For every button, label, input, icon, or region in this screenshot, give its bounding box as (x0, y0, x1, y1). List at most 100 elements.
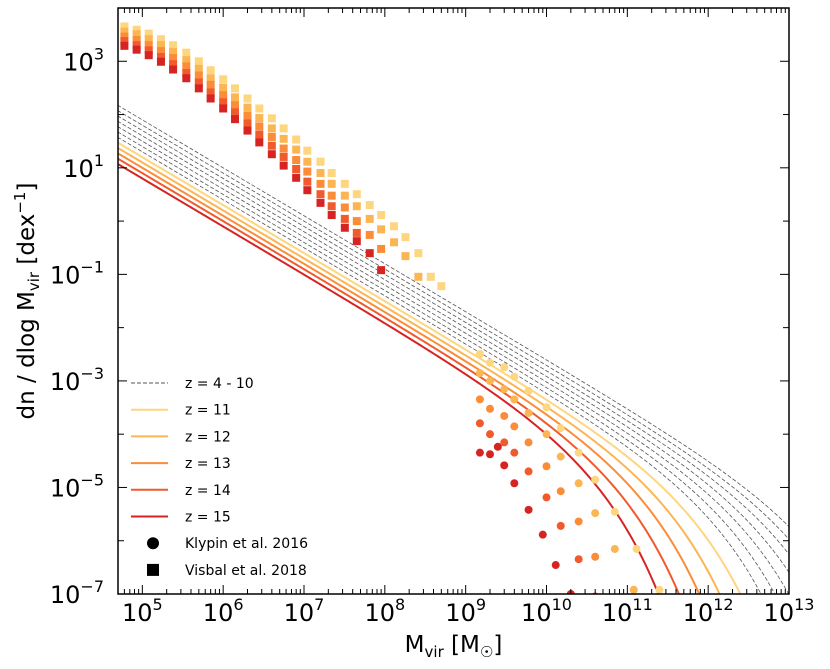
visbal-point-z=11 (292, 135, 301, 144)
klypin-point-z=13 (500, 411, 509, 420)
klypin-point-z=15 (475, 448, 484, 457)
x-tick-label: 1013 (764, 595, 815, 627)
klypin-point-z=13 (574, 517, 583, 526)
x-axis-title: Mvir [M☉] (405, 632, 503, 661)
visbal-point-z=14 (243, 119, 252, 128)
visbal-point-z=11 (194, 57, 203, 66)
model-line-z8 (118, 126, 789, 594)
visbal-point-z=15 (377, 266, 386, 275)
x-tick-label: 1012 (683, 595, 734, 627)
visbal-point-z=14 (194, 78, 203, 87)
legend-label: z = 15 (185, 510, 231, 526)
visbal-point-z=12 (230, 93, 239, 102)
y-tick-label: 101 (63, 151, 104, 183)
model-line-z9 (118, 131, 776, 594)
axis-ticks (117, 7, 790, 595)
visbal-point-z=12 (156, 41, 165, 50)
visbal-point-z=13 (156, 47, 165, 56)
visbal-point-z=15 (144, 51, 153, 60)
visbal-point-z=12 (144, 35, 153, 44)
klypin-point-z=13 (542, 462, 551, 471)
klypin-point-z=12 (574, 479, 583, 488)
legend-label: Visbal et al. 2018 (185, 563, 307, 579)
klypin-point-z=14 (486, 430, 494, 439)
x-tick-label: 108 (364, 595, 405, 627)
visbal-point-z=11 (426, 272, 435, 281)
visbal-point-z=14 (182, 69, 191, 78)
visbal-point-z=12 (401, 252, 410, 261)
visbal-point-z=15 (230, 115, 239, 124)
visbal-point-z=12 (377, 225, 386, 234)
visbal-point-z=13 (243, 111, 252, 120)
visbal-point-z=12 (365, 214, 374, 223)
legend: z = 4 - 10 z = 11 z = 12 z = 13 z = 14 z = 15… (131, 376, 308, 579)
visbal-point-z=14 (255, 130, 264, 139)
visbal-point-z=14 (292, 165, 301, 173)
klypin-point-z=11 (610, 507, 619, 516)
series-line-z=15 (118, 162, 660, 594)
visbal-point-z=11 (279, 124, 288, 133)
klypin-point-z=12 (556, 452, 565, 461)
visbal-point-z=11 (414, 249, 423, 258)
visbal-point-z=13 (352, 217, 361, 226)
klypin-point-z=13 (591, 552, 600, 561)
visbal-point-z=15 (169, 65, 178, 74)
visbal-point-z=12 (352, 202, 361, 211)
visbal-point-z=15 (206, 94, 215, 103)
visbal-point-z=11 (144, 29, 153, 38)
visbal-point-z=15 (194, 84, 203, 93)
visbal-point-z=11 (182, 48, 191, 57)
visbal-point-z=14 (316, 190, 325, 199)
visbal-point-z=13 (292, 156, 301, 165)
y-axis-title: dn / dlog Mvir [dex−1] (11, 183, 43, 420)
visbal-point-z=12 (243, 103, 252, 112)
model-line-z6 (118, 115, 789, 555)
visbal-point-z=13 (316, 179, 325, 188)
visbal-point-z=14 (156, 53, 165, 62)
klypin-point-z=12 (591, 509, 600, 518)
klypin-point-z=14 (510, 448, 519, 457)
visbal-point-z=13 (255, 122, 264, 131)
klypin-point-z=14 (475, 419, 484, 428)
klypin-point-z=11 (500, 363, 509, 372)
x-tick-label: 1011 (602, 595, 653, 627)
legend-label: z = 14 (185, 483, 231, 499)
visbal-point-z=12 (340, 191, 349, 200)
visbal-point-z=14 (340, 214, 349, 223)
visbal-point-z=14 (230, 108, 239, 117)
klypin-point-z=14 (524, 467, 533, 476)
visbal-point-z=12 (120, 27, 129, 36)
visbal-point-z=14 (120, 37, 129, 46)
visbal-point-z=15 (365, 249, 374, 258)
klypin-point-z=12 (486, 376, 494, 385)
visbal-point-z=15 (156, 57, 165, 66)
visbal-point-z=15 (219, 104, 228, 113)
visbal-point-z=13 (106, 34, 114, 42)
visbal-point-z=14 (206, 88, 215, 97)
visbal-point-z=13 (340, 203, 349, 212)
legend-swatch (147, 563, 159, 576)
plot-frame (117, 7, 790, 595)
visbal-point-z=14 (219, 98, 228, 107)
visbal-point-z=14 (303, 177, 312, 186)
klypin-point-z=14 (500, 438, 509, 447)
visbal-point-z=13 (120, 32, 129, 41)
legend-swatch (147, 537, 159, 550)
klypin-point-z=13 (475, 395, 484, 404)
visbal-point-z=11 (340, 179, 349, 188)
visbal-point-z=11 (316, 157, 325, 166)
model-line-z4 (118, 104, 789, 528)
visbal-point-z=13 (169, 54, 178, 63)
visbal-point-z=14 (132, 41, 141, 50)
visbal-point-z=14 (144, 46, 153, 55)
klypin-point-z=11 (486, 358, 494, 367)
visbal-point-z=13 (132, 36, 141, 45)
klypin-point-z=11 (524, 386, 533, 395)
visbal-point-z=14 (279, 152, 288, 161)
klypin-point-z=14 (556, 521, 565, 530)
visbal-point-z=14 (169, 60, 178, 69)
series-line-z=11 (118, 141, 742, 594)
visbal-point-z=11 (255, 104, 264, 113)
visbal-point-z=11 (303, 146, 312, 155)
legend-label: z = 11 (185, 403, 231, 419)
